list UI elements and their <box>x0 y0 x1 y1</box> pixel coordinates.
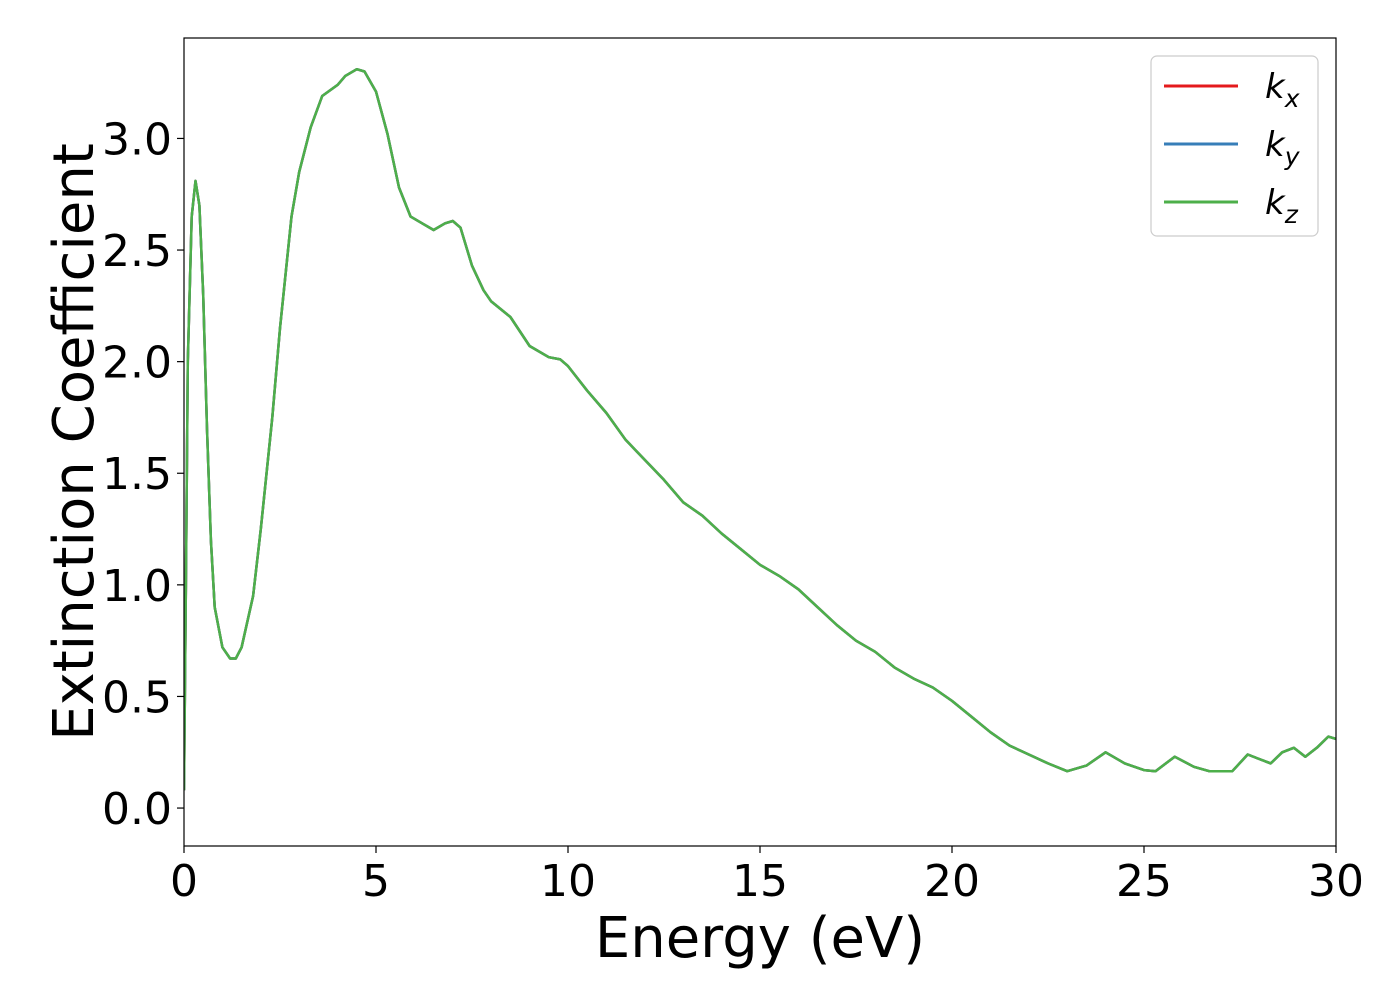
series-line-kz <box>184 67 1336 791</box>
y-tick-label: 2.5 <box>102 226 172 277</box>
legend: kx ky kz <box>1150 55 1319 237</box>
y-tick-label: 2.0 <box>102 338 172 389</box>
x-tick-label: 10 <box>540 856 596 907</box>
axis-ticks: 0 5 10 15 20 25 30 0.0 0.5 1.0 1.5 2.0 2.5 3.0 <box>102 114 1364 907</box>
y-tick-label: 3.0 <box>102 114 172 165</box>
y-tick-label: 1.5 <box>102 449 172 500</box>
x-tick-label: 0 <box>170 856 198 907</box>
y-axis-label: Extinction Coefficient <box>42 143 107 741</box>
x-tick-label: 20 <box>924 856 980 907</box>
legend-label-kz: kz <box>1265 183 1299 229</box>
legend-box <box>1150 55 1319 237</box>
y-tick-label: 0.0 <box>102 784 172 835</box>
plot-area <box>184 67 1336 791</box>
x-tick-label: 30 <box>1308 856 1364 907</box>
x-tick-label: 25 <box>1116 856 1172 907</box>
legend-label-ky: ky <box>1265 125 1301 171</box>
y-tick-label: 1.0 <box>102 561 172 612</box>
y-tick-label: 0.5 <box>102 672 172 723</box>
x-axis-label: Energy (eV) <box>595 906 925 971</box>
x-tick-label: 15 <box>732 856 788 907</box>
legend-label-kx: kx <box>1265 67 1300 113</box>
x-tick-label: 5 <box>362 856 390 907</box>
